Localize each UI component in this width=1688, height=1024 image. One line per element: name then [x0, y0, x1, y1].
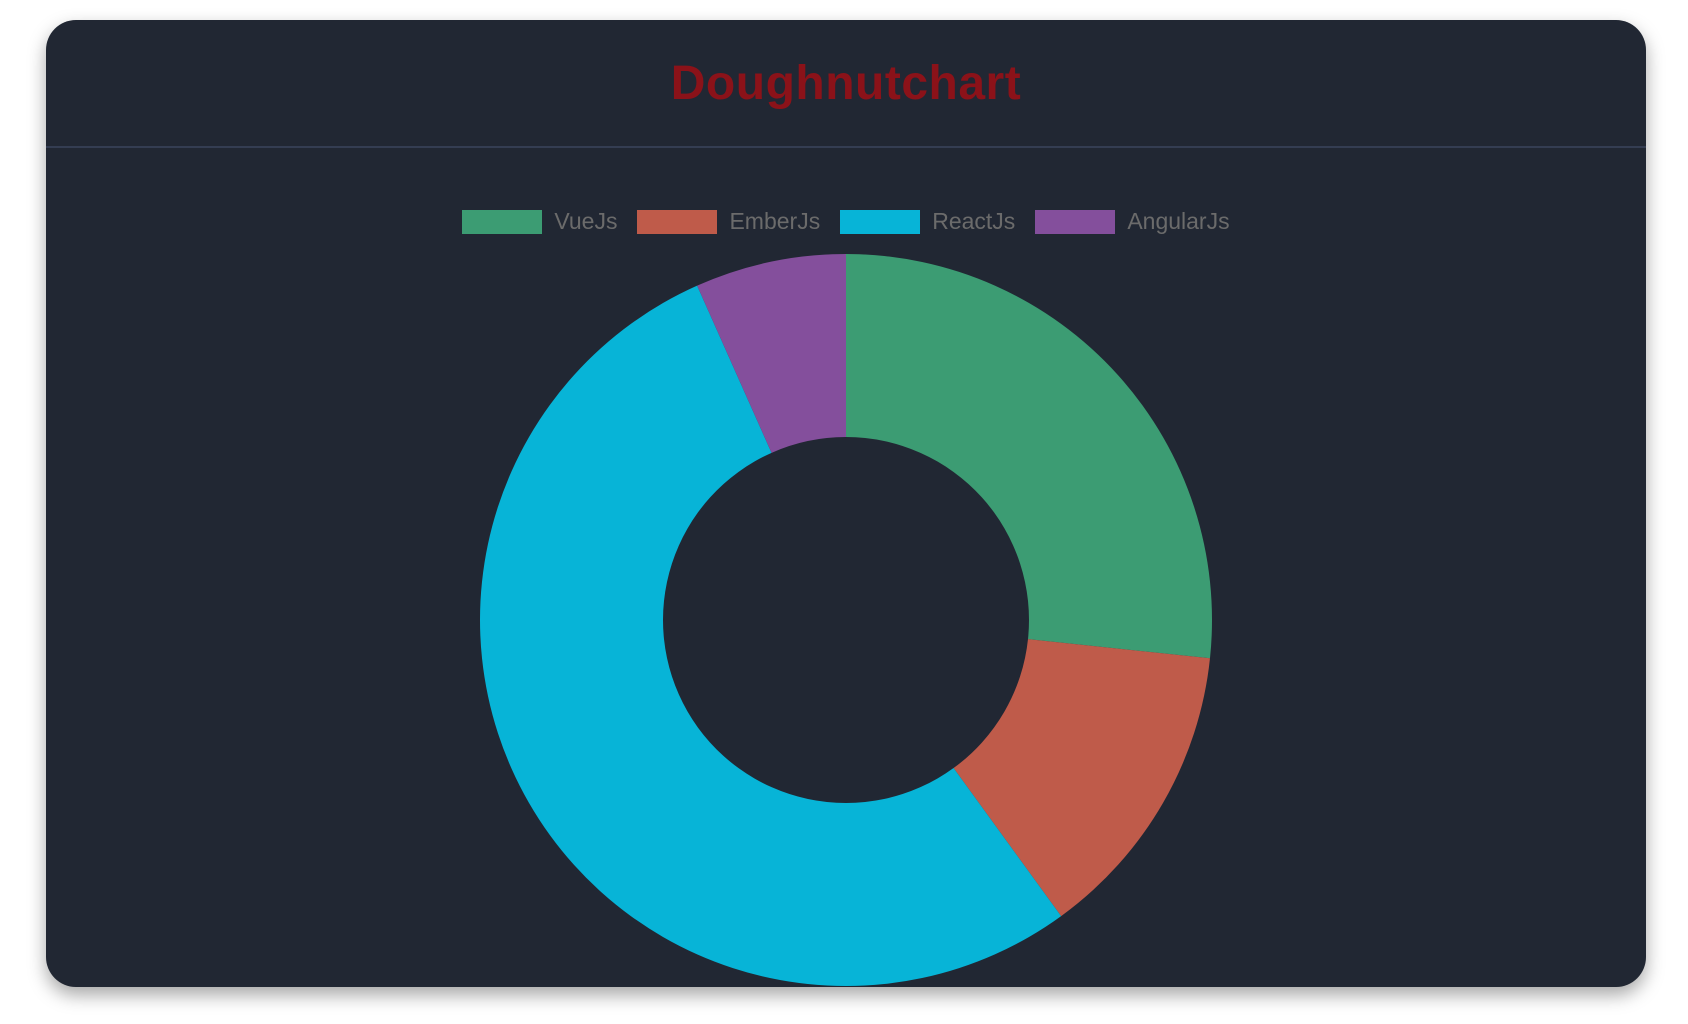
legend-item-vuejs[interactable]: VueJs — [462, 208, 617, 235]
legend-swatch — [462, 209, 543, 234]
legend-item-emberjs[interactable]: EmberJs — [637, 208, 820, 235]
legend-label: EmberJs — [729, 208, 821, 234]
slice-emberjs[interactable] — [953, 639, 1210, 917]
legend-item-reactjs[interactable]: ReactJs — [840, 208, 1015, 235]
slice-reactjs[interactable] — [479, 285, 1062, 987]
legend-swatch — [1035, 209, 1116, 234]
card-header: Doughnutchart — [46, 20, 1646, 148]
legend-item-angularjs[interactable]: AngularJs — [1035, 208, 1230, 235]
legend-swatch — [637, 209, 718, 234]
chart-title: Doughnutchart — [670, 56, 1022, 110]
legend-label: ReactJs — [932, 208, 1016, 234]
legend-swatch — [840, 209, 921, 234]
chart-card: Doughnutchart VueJs EmberJs ReactJs Angu… — [46, 20, 1646, 987]
doughnut-chart — [479, 254, 1212, 987]
legend: VueJs EmberJs ReactJs AngularJs — [46, 208, 1646, 235]
slice-vuejs[interactable] — [846, 254, 1212, 659]
slice-angularjs[interactable] — [697, 254, 846, 453]
legend-label: VueJs — [554, 208, 618, 234]
legend-label: AngularJs — [1127, 208, 1230, 234]
